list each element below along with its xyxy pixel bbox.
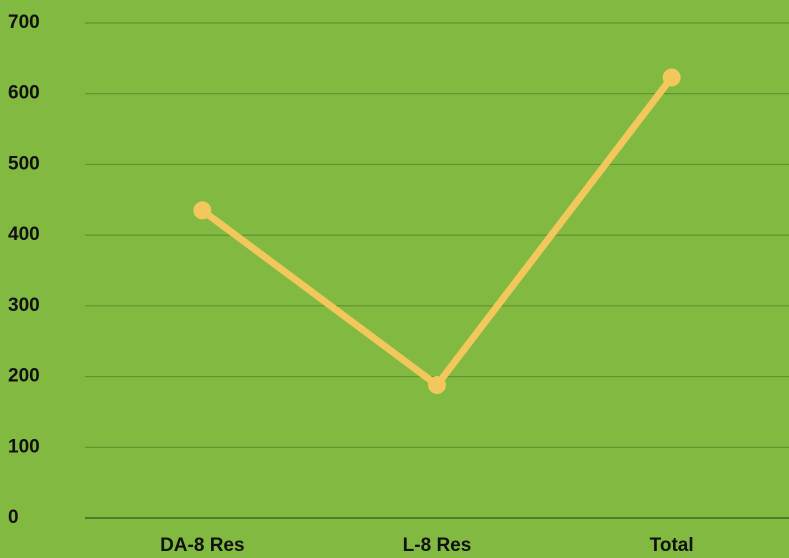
y-tick-label: 100 xyxy=(8,436,40,457)
point xyxy=(662,68,681,87)
y-tick-label: 400 xyxy=(8,224,40,245)
x-tick-label: Total xyxy=(650,535,694,556)
y-tick-label: 300 xyxy=(8,295,40,316)
y-tick-label: 0 xyxy=(8,507,19,528)
y-tick-label: 500 xyxy=(8,153,40,174)
y-tick-label: 200 xyxy=(8,366,40,387)
x-tick-label: DA-8 Res xyxy=(160,535,244,556)
y-tick-label: 700 xyxy=(8,12,40,33)
y-tick-label: 600 xyxy=(8,83,40,104)
x-tick-label: L-8 Res xyxy=(403,535,472,556)
point xyxy=(428,376,446,395)
point xyxy=(193,201,212,220)
